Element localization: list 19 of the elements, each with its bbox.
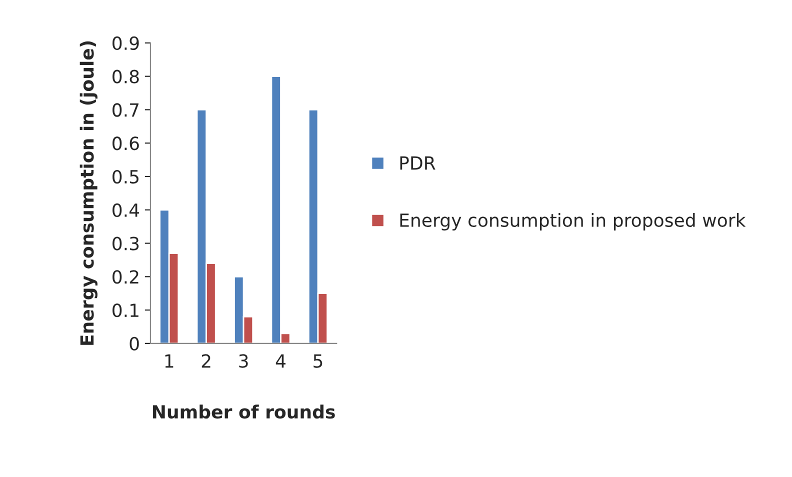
y-tick-label: 0.4 bbox=[112, 203, 140, 217]
y-tick-label: 0.8 bbox=[112, 70, 139, 84]
y-tick-label: 0 bbox=[130, 336, 139, 351]
y-tick-label: 0.3 bbox=[112, 236, 139, 250]
y-tick-label: 0.9 bbox=[112, 36, 139, 50]
x-tick-label: 1 bbox=[165, 354, 174, 368]
y-axis-title: Energy consumption in (joule) bbox=[80, 41, 98, 345]
legend-label: Energy consumption in proposed work bbox=[400, 213, 746, 231]
y-tick-label: 0.7 bbox=[112, 103, 139, 117]
x-axis-title: Number of rounds bbox=[153, 404, 335, 419]
legend-label: PDR bbox=[400, 156, 436, 170]
x-tick-label: 3 bbox=[239, 354, 248, 368]
y-tick-label: 0.1 bbox=[112, 304, 138, 318]
x-tick-label: 4 bbox=[276, 354, 286, 368]
y-tick-label: 0.2 bbox=[112, 270, 138, 284]
x-tick-label: 5 bbox=[314, 354, 322, 368]
y-tick-label: 0.6 bbox=[112, 136, 139, 150]
x-tick-label: 2 bbox=[202, 354, 210, 368]
y-tick-label: 0.5 bbox=[112, 170, 138, 184]
